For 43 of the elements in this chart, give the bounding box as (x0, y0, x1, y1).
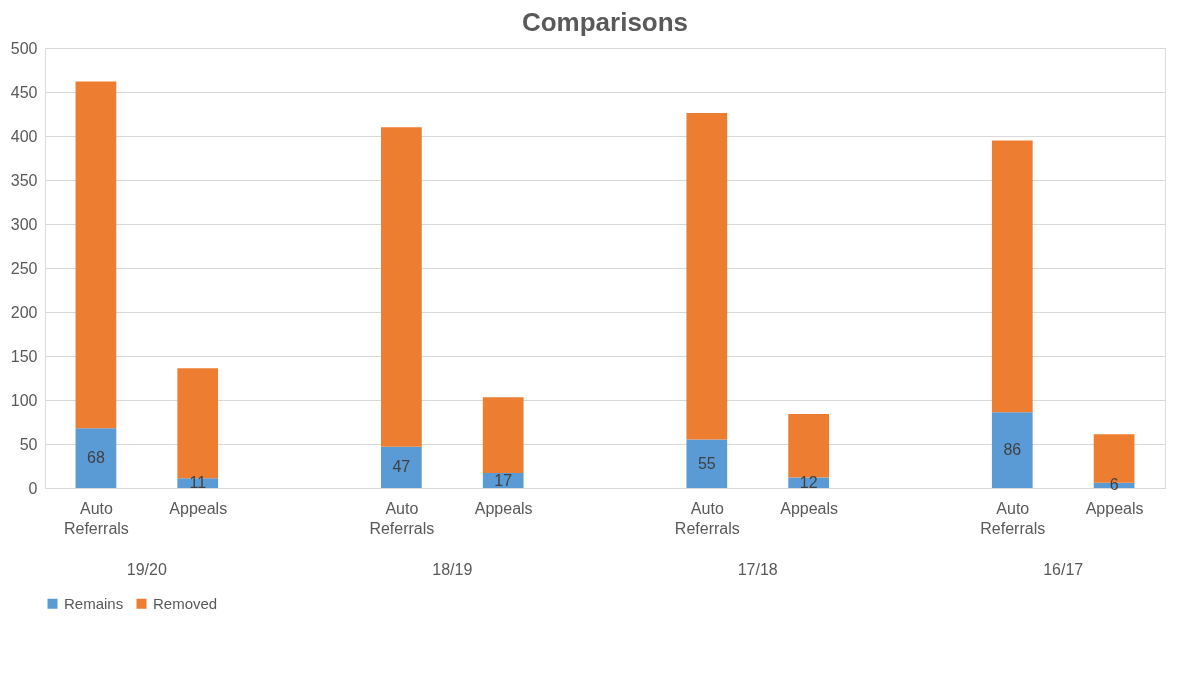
data-label: 12 (799, 473, 818, 491)
x-tick-label: Auto Referrals (369, 499, 435, 537)
bar (686, 113, 728, 440)
text: 19/20 (126, 561, 167, 578)
bar (75, 81, 117, 429)
x-tick-label: Auto Referrals (980, 499, 1046, 537)
bar (482, 397, 524, 474)
text: 17/18 (737, 561, 778, 578)
data-label: 86 (1003, 441, 1022, 459)
x-tick-label: Appeals (780, 499, 839, 517)
y-tick-label: 200 (10, 303, 38, 321)
bar (381, 446, 422, 488)
y-tick-label: 150 (10, 347, 38, 365)
bar (686, 439, 728, 488)
x-tick-label: Appeals (474, 499, 533, 517)
y-tick-label: 450 (10, 83, 38, 101)
y-tick-label: 100 (10, 391, 38, 409)
x-tick-label: Auto Referrals (674, 499, 740, 537)
bar (991, 412, 1033, 488)
text: 16/17 (1043, 561, 1084, 578)
data-label: 11 (189, 474, 207, 492)
data-label: 47 (392, 458, 411, 476)
text: 18/19 (432, 561, 473, 578)
y-tick-label: 400 (10, 127, 38, 145)
y-tick-label: 300 (10, 215, 38, 233)
y-tick-label: 50 (19, 435, 38, 453)
y-tick-label: 0 (28, 479, 38, 497)
data-label: 68 (87, 449, 105, 467)
legend-label: Remains (64, 594, 124, 612)
data-label: 17 (494, 471, 513, 489)
data-label: 55 (697, 454, 716, 472)
x-tick-label: Appeals (169, 499, 228, 517)
y-tick-label: 500 (10, 39, 38, 57)
bar (788, 414, 829, 478)
bar (381, 127, 422, 447)
bar (991, 140, 1033, 413)
legend-label: Removed (153, 594, 218, 612)
y-tick-label: 250 (10, 259, 38, 277)
x-tick-label: Appeals (1085, 499, 1144, 517)
bar (75, 428, 117, 488)
chart-title: Comparisons (521, 7, 689, 37)
y-tick-label: 350 (10, 171, 38, 189)
x-tick-label: Auto Referrals (63, 499, 129, 537)
